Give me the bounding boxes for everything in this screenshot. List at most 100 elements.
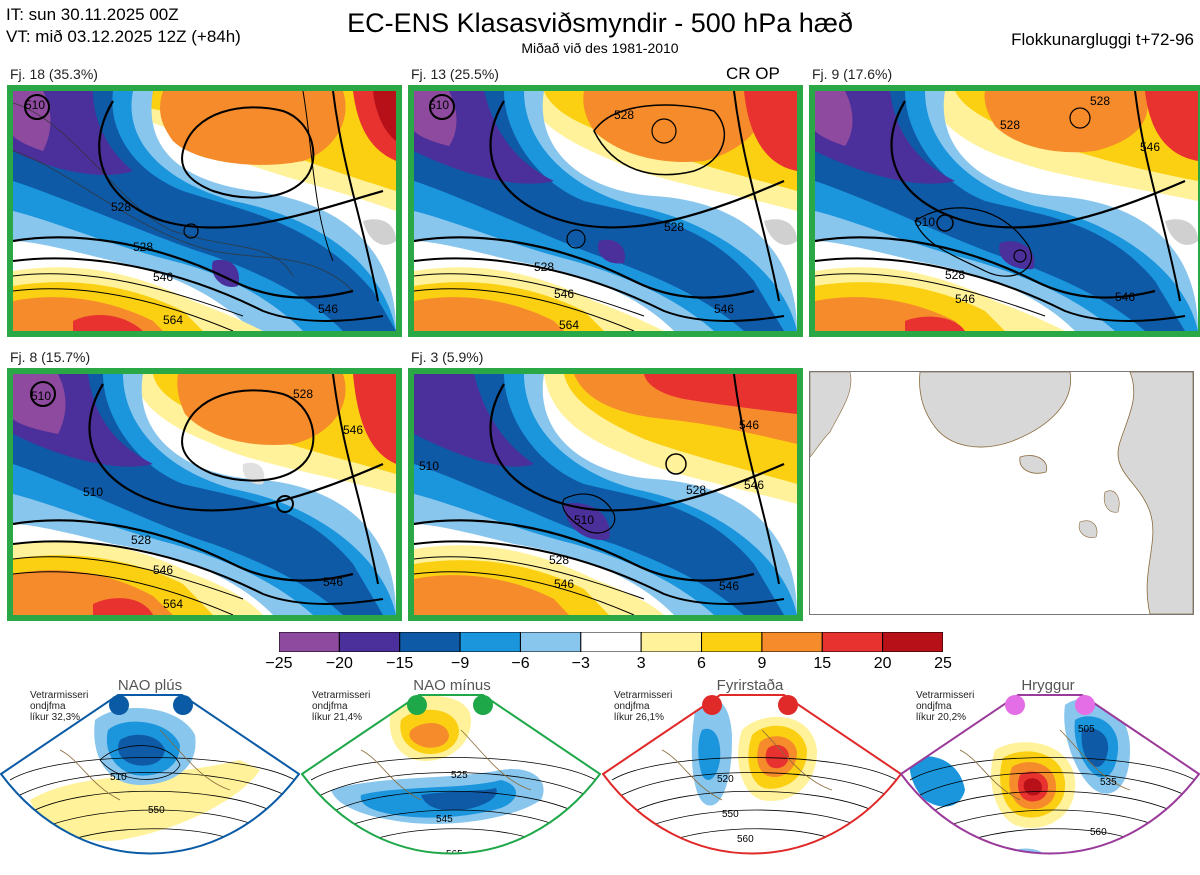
regime-desc-nao-plus: Vetrarmisseri ondjfma líkur 32,3%	[30, 690, 89, 723]
contour-label: 528	[133, 240, 153, 254]
contour-label: 546	[719, 579, 739, 593]
regime-dot	[778, 695, 798, 715]
colorbar-swatch	[580, 632, 642, 652]
contour-label: 510	[110, 772, 127, 783]
page-title: EC-ENS Klasasviðsmyndir - 500 hPa hæð	[347, 8, 853, 38]
contour-label: 510	[83, 485, 103, 499]
contour-label: 528	[1000, 118, 1020, 132]
regime-map-nao-plus: 510 550	[0, 690, 301, 870]
colorbar-swatch	[399, 632, 461, 652]
initial-time: IT: sun 30.11.2025 00Z	[6, 5, 179, 24]
panel-label-1: Fj. 18 (35.3%)	[10, 66, 98, 82]
colorbar-swatch	[459, 632, 521, 652]
regime-desc-ridge: Vetrarmisseri ondjfma líkur 20,2%	[916, 690, 975, 723]
colorbar-tick-label: 6	[697, 655, 706, 672]
contour-label: 510	[25, 98, 45, 112]
page-subtitle: Miðað við des 1981-2010	[521, 40, 679, 56]
contour-label: 546	[153, 270, 173, 284]
contour-label: 546	[554, 287, 574, 301]
colorbar-swatch	[821, 632, 884, 652]
contour-label: 528	[686, 483, 706, 497]
colorbar-swatch	[701, 632, 763, 652]
contour-label: 528	[534, 260, 554, 274]
regime-desc-blocking: Vetrarmisseri ondjfma líkur 26,1%	[614, 690, 673, 723]
regime-title-blocking: Fyrirstaða	[716, 677, 784, 694]
contour-label: 546	[343, 423, 363, 437]
contour-label: 546	[744, 478, 764, 492]
contour-label: 546	[955, 292, 975, 306]
panel-label-2: Fj. 13 (25.5%)	[411, 66, 499, 82]
contour-label: 546	[554, 577, 574, 591]
contour-label: 528	[945, 268, 965, 282]
colorbar-tick-label: −3	[571, 655, 590, 672]
contour-label: 528	[131, 533, 151, 547]
regime-desc-nao-minus: Vetrarmisseri ondjfma líkur 21,4%	[312, 690, 371, 723]
contour-label: 520	[717, 774, 734, 785]
regime-dot	[1075, 695, 1095, 715]
contour-label: 546	[1115, 290, 1135, 304]
colorbar-tick-label: 9	[757, 655, 767, 672]
contour-label: 546	[323, 575, 343, 589]
regime-title-ridge: Hryggur	[1021, 677, 1075, 694]
contour-label: 528	[1090, 94, 1110, 108]
colorbar-tick-label: −9	[450, 655, 470, 672]
control-operational-tag: CR OP	[726, 64, 780, 83]
contour-label: 546	[153, 563, 173, 577]
contour-label: 564	[163, 597, 183, 611]
colorbar-tick-label: −25	[265, 655, 293, 672]
regime-dot	[1005, 695, 1025, 715]
colorbar-tick-label: 3	[636, 655, 646, 672]
regime-map-ridge: 505 535 560	[899, 690, 1200, 870]
contour-label: 546	[739, 418, 759, 432]
regime-dot	[109, 695, 129, 715]
panel-label-5: Fj. 3 (5.9%)	[411, 349, 484, 365]
regime-map-blocking: 520 550 560	[601, 690, 903, 870]
cluster-map-4: 510 528 546 510 528 546 546 564	[7, 368, 402, 621]
colorbar-tick-label: −6	[511, 655, 530, 672]
cluster-map-5: 510 546 528 510 528 546 546 546	[408, 368, 803, 621]
regime-dot	[173, 695, 193, 715]
contour-label: 528	[111, 200, 131, 214]
colorbar-swatch	[882, 632, 943, 652]
contour-label: 546	[714, 302, 734, 316]
contour-label: 550	[148, 805, 165, 816]
contour-label: 528	[664, 220, 684, 234]
colorbar-swatch	[338, 632, 401, 652]
contour-label: 565	[446, 849, 463, 860]
contour-label: 510	[419, 459, 439, 473]
regime-dot	[407, 695, 427, 715]
cluster-map-1: 510 528 528 546 546 564	[7, 85, 402, 337]
contour-label: 528	[293, 387, 313, 401]
colorbar-ticks: −25 −20 −15 −9 −6 −3 3 6 9 15 20 25	[240, 655, 982, 675]
colorbar-tick-label: 15	[813, 655, 832, 672]
colorbar-tick-label: 25	[934, 655, 952, 672]
contour-label: 505	[1078, 724, 1095, 735]
contour-label: 560	[1090, 827, 1107, 838]
contour-label: 550	[722, 809, 739, 820]
contour-label: 545	[436, 814, 453, 825]
classification-window: Flokkunargluggi t+72-96	[1011, 30, 1194, 49]
regime-dot	[473, 695, 493, 715]
contour-label: 510	[915, 215, 935, 229]
colorbar-swatch	[519, 632, 582, 652]
colorbar-swatch	[279, 632, 340, 652]
contour-label: 525	[451, 770, 468, 781]
colorbar-tick-label: −20	[325, 655, 353, 672]
regime-title-nao-plus: NAO plús	[117, 677, 183, 694]
contour-label: 510	[429, 98, 449, 112]
contour-label: 560	[737, 834, 754, 845]
contour-label: 564	[559, 318, 579, 331]
colorbar-swatch	[761, 632, 823, 652]
contour-label: 546	[318, 302, 338, 316]
cluster-map-2: 510 528 528 528 546 546 564	[408, 85, 803, 337]
contour-label: 510	[31, 389, 51, 403]
contour-label: 510	[574, 513, 594, 527]
regime-dot	[702, 695, 722, 715]
colorbar-tick-label: −15	[386, 655, 414, 672]
contour-label: 535	[1100, 777, 1117, 788]
valid-time: VT: mið 03.12.2025 12Z (+84h)	[6, 27, 241, 46]
cluster-map-3: 528 528 546 510 528 546 546	[809, 85, 1200, 337]
regime-title-nao-minus: NAO mínus	[413, 677, 491, 694]
regime-map-nao-minus: 525 545 565	[300, 690, 602, 870]
header-info: IT: sun 30.11.2025 00Z VT: mið 03.12.202…	[6, 4, 241, 48]
